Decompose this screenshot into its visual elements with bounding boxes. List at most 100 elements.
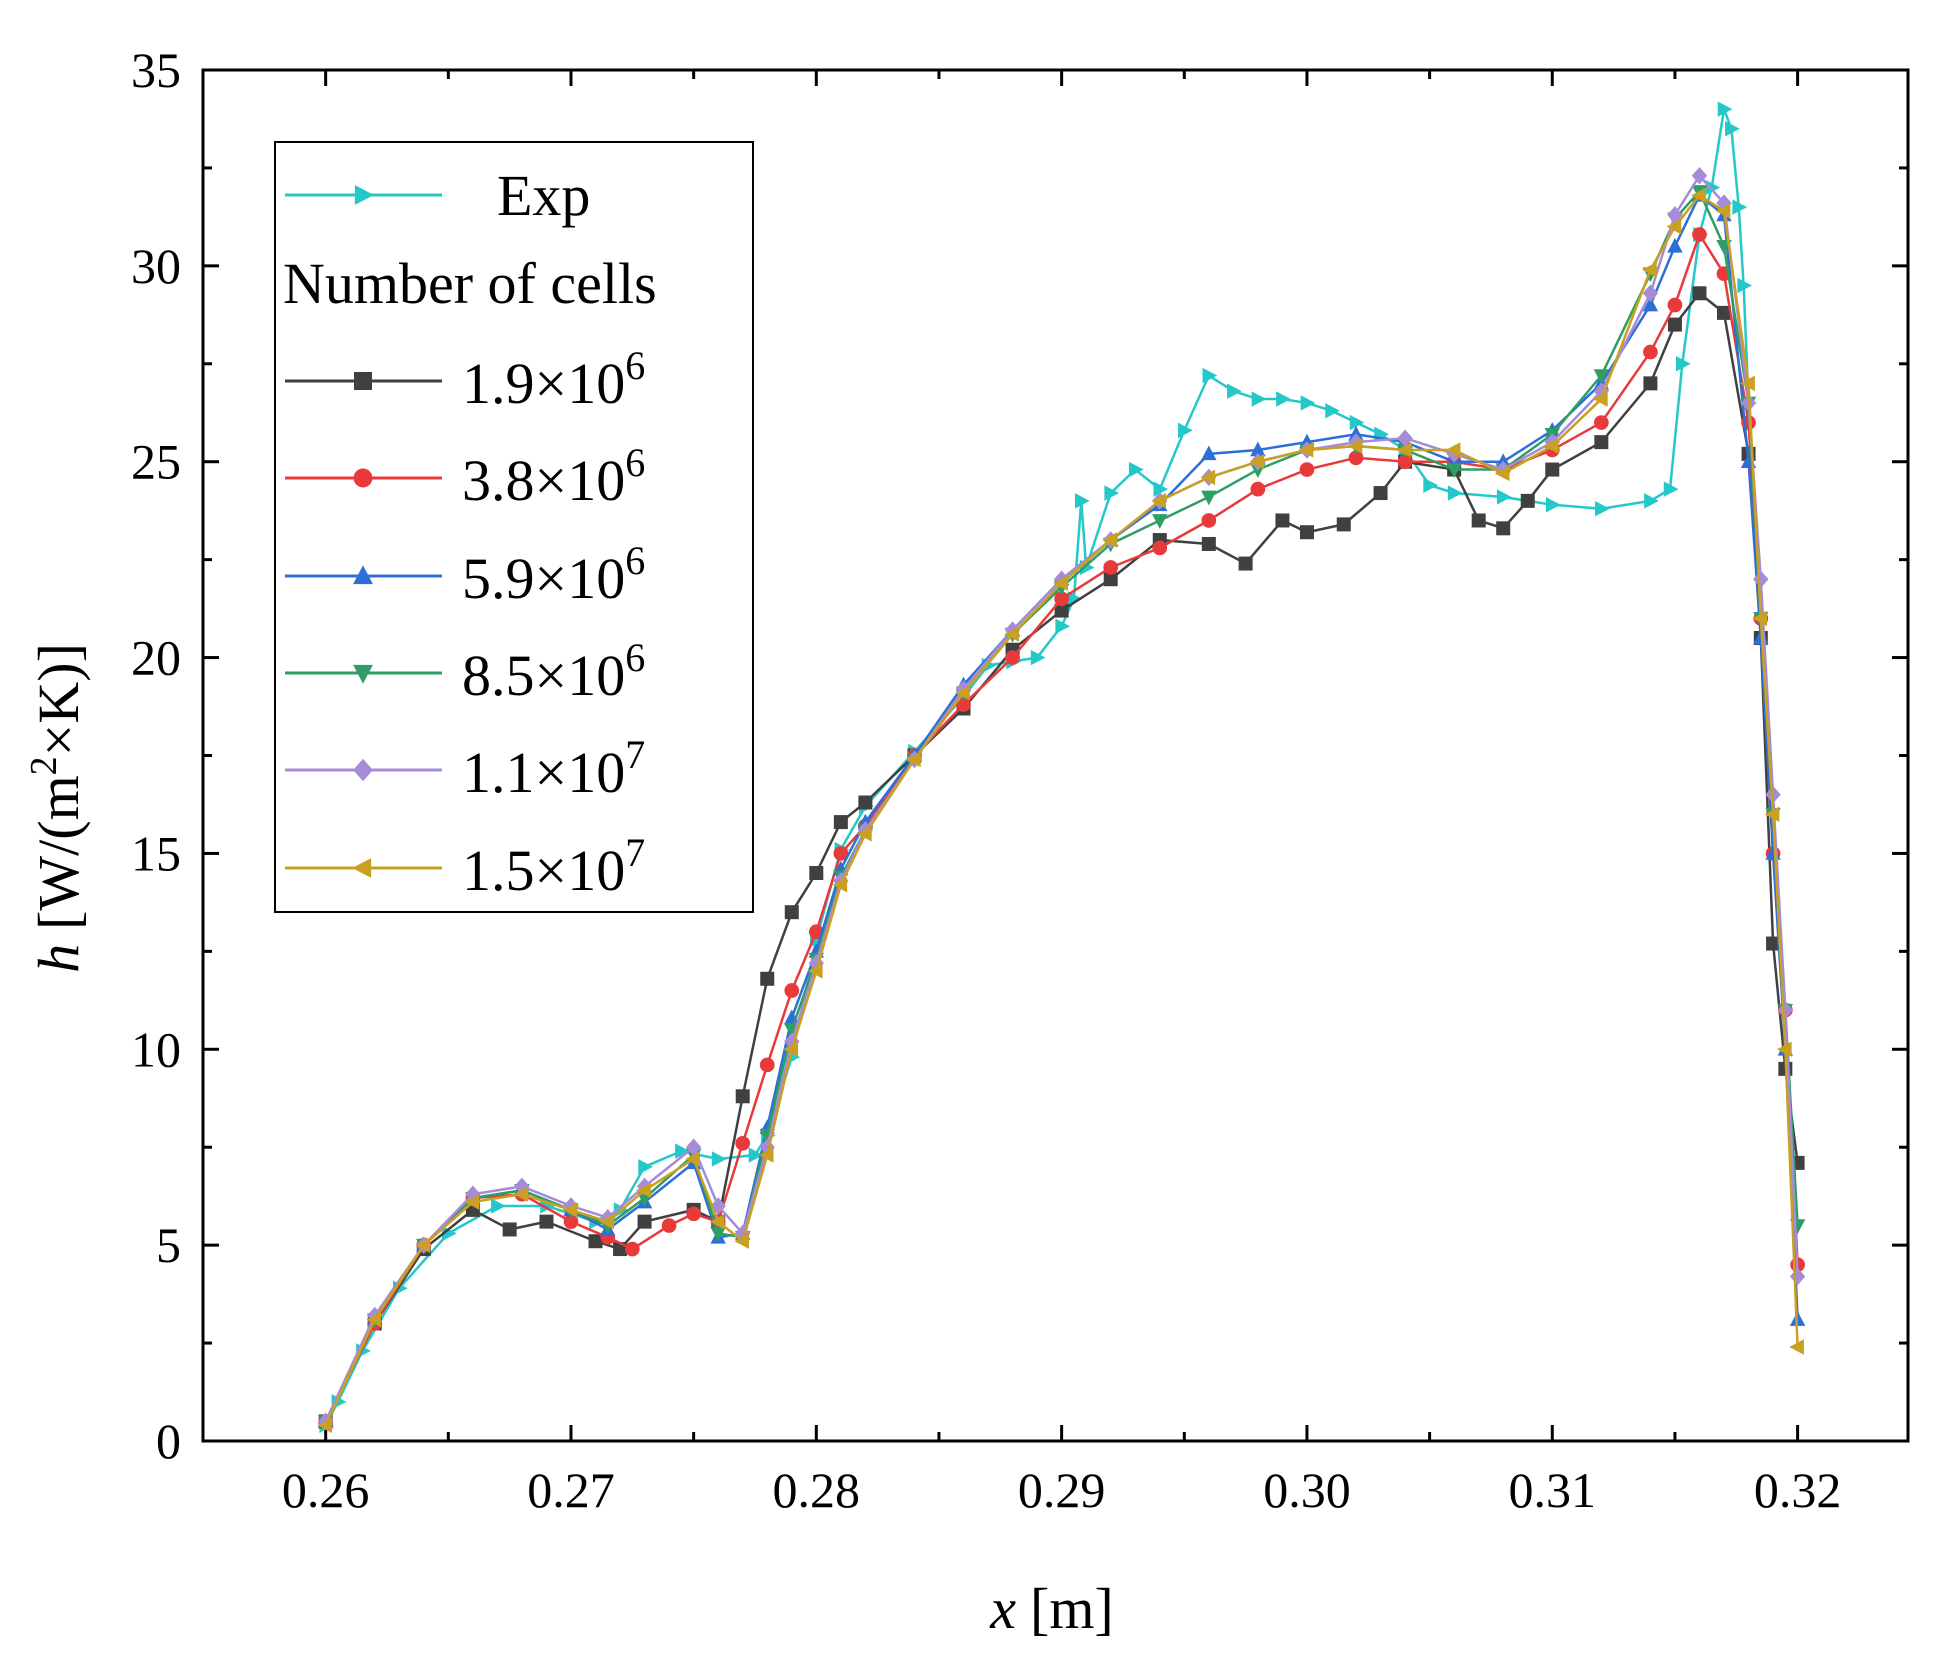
data-point (1593, 369, 1610, 384)
x-tick-label: 0.26 (282, 1462, 370, 1518)
data-point (735, 1089, 750, 1104)
data-point (1666, 218, 1682, 235)
data-point (1592, 391, 1608, 407)
legend-swatch-marker (354, 185, 374, 205)
x-tick-label: 0.31 (1509, 1462, 1597, 1518)
data-point (858, 795, 873, 810)
legend-swatch-marker (353, 758, 373, 782)
data-point (442, 1225, 457, 1242)
data-point (1201, 445, 1217, 461)
data-point (317, 1417, 332, 1434)
data-point (784, 983, 800, 998)
data-point (735, 1135, 751, 1151)
data-point (758, 1147, 774, 1163)
legend-label-exponent: 6 (625, 440, 645, 485)
data-point (1663, 481, 1679, 497)
series-line (324, 174, 1799, 1422)
data-point (1397, 454, 1413, 470)
data-point (1667, 317, 1682, 332)
x-axis-title: x [m] (989, 1576, 1114, 1641)
data-point (1737, 277, 1753, 294)
x-tick-label: 0.27 (527, 1462, 615, 1518)
data-point (686, 1206, 701, 1222)
data-point (1067, 591, 1083, 607)
data-point (833, 815, 848, 830)
legend-label-exponent: 7 (625, 830, 645, 875)
y-axis-unit-sup: 2 (23, 756, 65, 775)
data-point (856, 826, 872, 842)
data-point (906, 751, 921, 768)
legend-label-mantissa: 1.1×10 (462, 740, 625, 805)
y-tick-label: 10 (131, 1021, 181, 1077)
data-point (464, 1194, 480, 1210)
data-point (661, 1218, 677, 1233)
data-point (636, 1182, 651, 1199)
legend-label-mantissa: 5.9×10 (462, 546, 625, 611)
series-line (324, 190, 1799, 1422)
data-point (1275, 513, 1290, 528)
data-point (1789, 1219, 1806, 1234)
data-point (1349, 414, 1365, 431)
legend-label-mantissa: 1.9×10 (462, 351, 625, 416)
legend-label: 1.9×106 (462, 343, 645, 416)
data-point (1667, 206, 1683, 224)
data-point (1717, 101, 1733, 117)
data-point (1732, 199, 1748, 215)
legend-label: 8.5×106 (462, 635, 645, 708)
y-axis-var: h (26, 944, 91, 973)
data-point (1276, 391, 1291, 407)
data-point (563, 1214, 579, 1229)
data-point (760, 971, 775, 986)
legend-label-mantissa: 1.5×10 (462, 838, 625, 903)
data-point (1054, 591, 1069, 607)
axis-ticks: 0.26 0.27 0.28 0.29 0.30 0.31 0.32 0 5 10 15 20 25 30… (131, 42, 1908, 1518)
x-tick-label: 0.29 (1018, 1462, 1106, 1518)
data-point (1766, 936, 1781, 951)
data-point (1496, 521, 1511, 536)
series-layer (317, 101, 1806, 1434)
data-point (784, 905, 799, 920)
data-point (1373, 486, 1388, 501)
data-point (759, 1057, 775, 1073)
data-point (807, 963, 823, 979)
data-point (1348, 425, 1364, 441)
data-point (956, 697, 971, 712)
data-point (1446, 463, 1462, 478)
data-point (1325, 403, 1340, 419)
data-point (1202, 367, 1218, 384)
data-point (1201, 490, 1217, 506)
data-point (1543, 438, 1559, 454)
data-point (1593, 415, 1609, 430)
data-point (1251, 391, 1267, 407)
data-point (1642, 262, 1657, 278)
data-point (710, 1197, 726, 1215)
data-point (832, 877, 848, 893)
x-axis-unit: [m] (1030, 1576, 1114, 1641)
data-point (1496, 489, 1512, 505)
data-point (1789, 1267, 1806, 1286)
data-point (1692, 227, 1707, 242)
legend-swatch-marker (353, 565, 373, 585)
data-point (514, 1177, 530, 1196)
data-point (1594, 435, 1609, 450)
data-point (783, 1041, 799, 1057)
legend-label-exponent: 6 (625, 538, 645, 583)
data-point (1397, 429, 1413, 447)
data-point (1715, 203, 1731, 219)
data-point (1445, 442, 1461, 458)
data-point (491, 1198, 506, 1214)
data-point (1705, 179, 1721, 196)
data-point (1104, 485, 1120, 501)
data-point (1102, 532, 1117, 548)
data-point (1752, 610, 1768, 627)
data-point (711, 1151, 727, 1167)
data-point (1299, 525, 1314, 540)
legend-label-mantissa: 8.5×10 (462, 643, 625, 708)
data-point (1348, 450, 1364, 466)
data-point (675, 1143, 690, 1159)
data-point (1423, 477, 1439, 493)
data-point (1545, 497, 1561, 513)
data-point (1595, 501, 1610, 517)
data-point (588, 1234, 603, 1249)
legend-label: Exp (497, 163, 590, 228)
